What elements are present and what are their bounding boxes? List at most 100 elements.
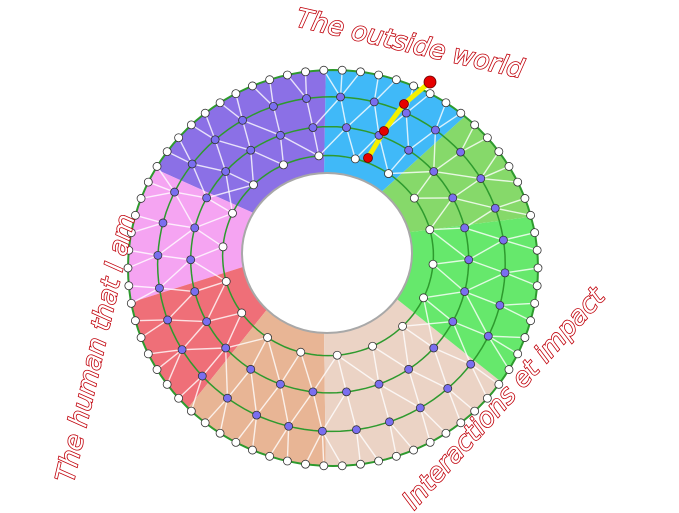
spoke: [128, 249, 158, 257]
spoke: [447, 388, 462, 424]
node: [443, 384, 453, 393]
spoke: [140, 191, 175, 200]
node: [170, 187, 179, 197]
spoke: [235, 93, 244, 121]
spoke: [405, 113, 410, 151]
spoke: [321, 430, 343, 467]
node: [504, 162, 514, 171]
node: [409, 81, 418, 91]
spoke: [464, 207, 496, 229]
node: [520, 333, 530, 342]
spoke: [429, 197, 454, 231]
spoke: [433, 170, 481, 180]
spoke: [305, 98, 314, 128]
spoke: [128, 285, 160, 289]
node: [187, 159, 197, 169]
node: [174, 133, 184, 143]
node: [429, 167, 439, 176]
node: [425, 437, 435, 447]
node: [282, 456, 292, 466]
node: [374, 70, 384, 80]
node: [301, 459, 310, 469]
spoke: [250, 369, 258, 416]
spoke: [219, 102, 244, 121]
spoke: [413, 171, 435, 199]
node: [342, 387, 351, 397]
node: [317, 426, 327, 436]
spoke: [156, 349, 183, 371]
sector: [396, 216, 538, 382]
spoke: [190, 246, 224, 261]
spoke: [250, 337, 269, 370]
node: [431, 125, 440, 135]
node: [404, 145, 414, 155]
spoke: [480, 165, 510, 180]
spoke: [468, 239, 504, 261]
spoke: [388, 170, 434, 175]
highlight-path: [365, 79, 433, 161]
node: [500, 268, 510, 278]
node: [356, 67, 365, 77]
node: [448, 193, 458, 203]
node: [152, 162, 162, 171]
node: [279, 160, 288, 170]
node: [466, 359, 476, 369]
spoke: [487, 335, 519, 355]
node: [415, 403, 425, 413]
spoke: [373, 74, 380, 103]
spoke: [192, 163, 226, 173]
node: [136, 194, 146, 203]
spoke: [204, 112, 216, 141]
node: [308, 387, 318, 397]
hole: [241, 172, 413, 334]
spoke: [504, 272, 538, 287]
node: [483, 331, 493, 341]
spoke: [206, 197, 233, 214]
node: [215, 98, 225, 108]
spoke: [148, 348, 183, 355]
spoke: [373, 101, 380, 136]
node: [126, 228, 136, 238]
spoke: [371, 346, 380, 385]
spoke: [336, 355, 348, 393]
spoke: [162, 222, 195, 229]
spoke: [279, 135, 285, 165]
spoke: [194, 227, 224, 248]
node: [398, 321, 407, 331]
spoke: [402, 320, 453, 328]
spoke: [312, 391, 324, 432]
node: [221, 343, 231, 353]
node: [174, 393, 184, 403]
node: [470, 406, 480, 416]
node: [163, 315, 173, 325]
node: [308, 123, 318, 133]
node: [265, 451, 275, 461]
node: [385, 417, 394, 427]
spoke: [435, 112, 462, 131]
node: [428, 259, 438, 269]
spoke: [225, 336, 268, 349]
node: [401, 108, 411, 118]
spoke: [251, 85, 274, 107]
node: [441, 428, 451, 438]
node: [124, 281, 134, 291]
spoke: [452, 197, 496, 209]
spoke: [432, 259, 469, 265]
node: [532, 245, 542, 255]
node: [425, 89, 435, 99]
spoke: [468, 259, 506, 274]
spoke: [157, 227, 196, 256]
spoke: [190, 124, 216, 141]
spoke: [178, 375, 203, 399]
spoke: [127, 254, 159, 269]
node: [526, 210, 536, 220]
node: [530, 228, 540, 238]
spoke: [402, 325, 435, 349]
node: [162, 147, 172, 157]
node: [429, 343, 439, 353]
path-line: [365, 79, 433, 161]
spoke: [268, 79, 275, 107]
node: [202, 317, 212, 327]
spoke: [167, 319, 207, 323]
node: [276, 130, 285, 140]
